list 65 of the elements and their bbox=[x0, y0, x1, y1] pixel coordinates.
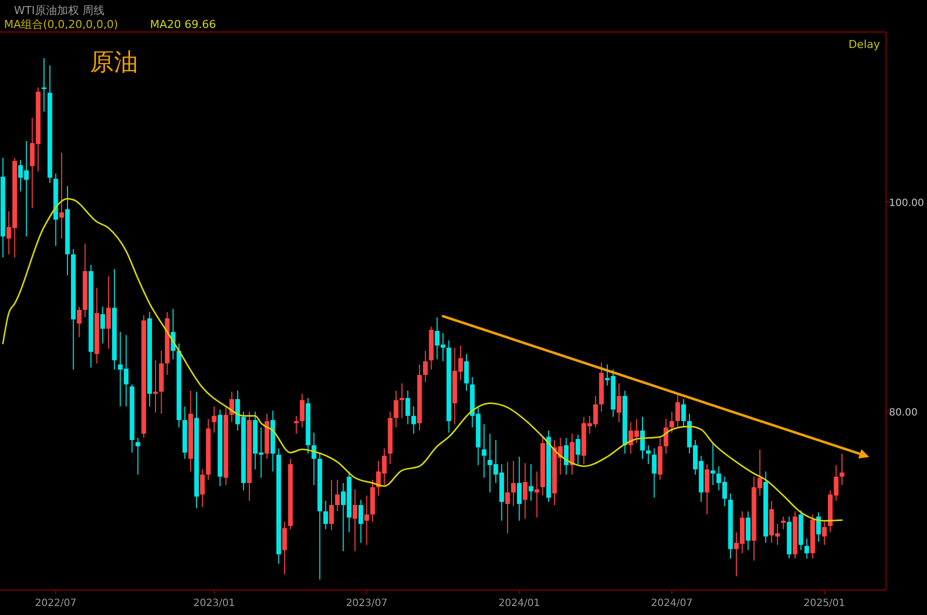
candlestick bbox=[675, 394, 680, 428]
candlestick bbox=[570, 433, 574, 476]
candlestick bbox=[106, 276, 111, 350]
candlestick bbox=[528, 464, 534, 502]
candlestick bbox=[516, 456, 522, 522]
candlestick bbox=[704, 464, 710, 515]
candlestick bbox=[100, 306, 106, 344]
line-series bbox=[2, 198, 843, 522]
candlestick bbox=[423, 350, 428, 383]
candlestick bbox=[411, 406, 416, 434]
candlestick bbox=[153, 360, 158, 414]
annotation: 原油 bbox=[90, 48, 138, 76]
chart-subtitle: MA组合(0,0,20,0,0,0) bbox=[4, 18, 118, 31]
candlestick bbox=[405, 390, 410, 425]
candlestick bbox=[170, 308, 176, 360]
candlestick bbox=[816, 512, 821, 542]
candlestick bbox=[329, 479, 334, 531]
y-tick-label: 80.00 bbox=[889, 408, 918, 419]
candlestick bbox=[534, 470, 540, 518]
candlestick bbox=[681, 398, 686, 428]
chart-title: WTI原油加权 周线 bbox=[14, 4, 104, 17]
candlestick bbox=[664, 418, 668, 454]
x-tick-label: 2024/07 bbox=[651, 598, 693, 609]
candlestick bbox=[400, 382, 404, 418]
candlestick bbox=[522, 462, 528, 520]
candlestick bbox=[652, 448, 657, 498]
candlestick bbox=[300, 393, 305, 428]
candlestick bbox=[482, 424, 486, 478]
candlestick bbox=[335, 479, 340, 512]
candlestick bbox=[323, 500, 328, 530]
text: MA20 69.66 bbox=[150, 18, 216, 31]
x-tick-label: 2025/01 bbox=[804, 598, 846, 609]
annotation: Delay bbox=[848, 38, 880, 51]
candlestick bbox=[464, 353, 469, 392]
candlestick bbox=[646, 444, 651, 465]
candlestick bbox=[59, 152, 64, 240]
x-tick-label: 2022/07 bbox=[34, 598, 77, 609]
candlestick bbox=[358, 499, 364, 544]
candlestick bbox=[212, 406, 217, 434]
candlestick bbox=[364, 495, 370, 546]
candlestick bbox=[282, 521, 287, 575]
candlestick bbox=[746, 510, 750, 551]
x-tick-label: 2023/01 bbox=[193, 598, 235, 609]
candlestick bbox=[710, 442, 716, 486]
candlestick bbox=[42, 58, 46, 112]
candlestick bbox=[822, 521, 827, 546]
candlestick bbox=[76, 306, 82, 338]
candlestick bbox=[352, 488, 358, 552]
candlestick bbox=[511, 460, 516, 507]
candlestick bbox=[780, 516, 786, 530]
candlestick bbox=[394, 390, 398, 428]
x-tick-label: 2023/07 bbox=[346, 598, 388, 609]
candlestick bbox=[505, 462, 510, 534]
candlestick bbox=[669, 411, 674, 434]
candlestick bbox=[640, 416, 645, 460]
candlestick bbox=[294, 415, 299, 434]
candlestick bbox=[840, 453, 844, 486]
candlestick bbox=[200, 468, 205, 508]
candlestick bbox=[576, 434, 580, 465]
candlestick bbox=[616, 382, 622, 423]
y-tick-label: 100.00 bbox=[889, 198, 924, 209]
candlestick bbox=[312, 432, 316, 486]
candlestick bbox=[804, 538, 810, 560]
x-tick-label: 2024/01 bbox=[498, 598, 540, 609]
candlestick bbox=[136, 437, 140, 476]
